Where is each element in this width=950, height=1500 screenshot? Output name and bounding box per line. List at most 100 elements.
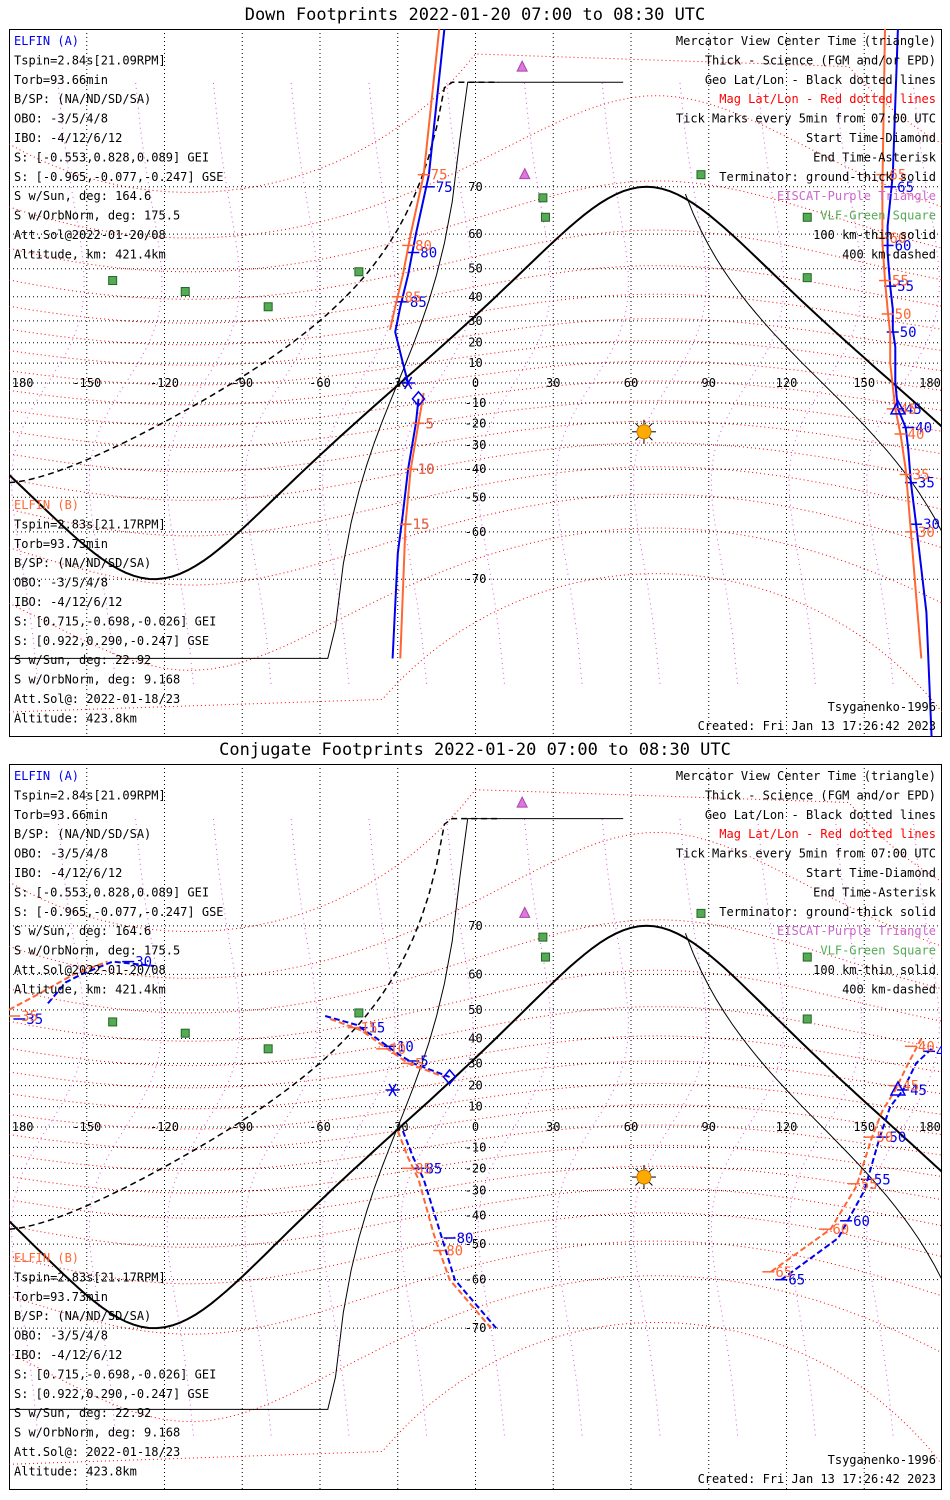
eiscat-triangle	[518, 167, 531, 180]
track-tick-label: 85	[415, 1161, 432, 1177]
footprint-track	[9, 960, 108, 1011]
track-tick-label: 50	[895, 307, 912, 323]
elfin-b-info-line: Tspin=2.83s[21.17RPM]	[14, 1270, 166, 1284]
elfin-a-info-line: S w/Sun, deg: 164.6	[14, 924, 151, 938]
terminator-400km	[9, 81, 499, 484]
lat-tick-label: -60	[465, 1273, 487, 1287]
track-tick-label: 50	[876, 1130, 893, 1146]
vlf-square	[696, 170, 706, 180]
track-tick-label: 60	[832, 1222, 849, 1238]
lon-tick-label: -60	[309, 1120, 331, 1134]
mag-lat-line	[9, 229, 942, 300]
elfin-b-info-line: OBO: -3/5/4/8	[14, 1329, 108, 1343]
vlf-square	[354, 267, 364, 277]
legend-entry: EISCAT-Purple Triangle	[777, 924, 936, 938]
lon-tick-label: 180	[919, 376, 941, 390]
lon-tick-label: -90	[231, 1120, 253, 1134]
track-tick-label: 85	[425, 1161, 442, 1177]
vlf-square	[802, 212, 812, 222]
track-tick-label: 65	[897, 180, 914, 196]
elfin-a-info-line: Torb=93.66min	[14, 808, 108, 822]
sun-icon	[636, 1169, 652, 1185]
mag-lon-line	[710, 82, 785, 684]
legend-entry: 100 km-thin solid	[813, 228, 936, 242]
mag-lat-line	[9, 1165, 942, 1219]
terminator-ground	[9, 924, 942, 1330]
track-tick-label: 60	[853, 1214, 870, 1230]
mag-lat-line	[9, 1240, 942, 1335]
elfin-a-info-line: Tspin=2.84s[21.09RPM]	[14, 788, 166, 802]
mag-lon-line	[866, 82, 940, 684]
vlf-square	[540, 212, 550, 222]
terminator-400km	[9, 817, 499, 1230]
track-tick-label: 35	[26, 1012, 43, 1028]
down-footprints-map: -180 -150 -120 -90 -60 -30 0 30 60 90 120 150 180 70 6…	[9, 29, 942, 737]
mag-lon-line	[399, 82, 474, 684]
track-tick-label: 30	[923, 517, 940, 533]
footprint-track	[396, 1130, 492, 1329]
terminator-100km-east	[684, 933, 942, 1280]
elfin-a-name: ELFIN (A)	[14, 769, 79, 783]
track-tick-label: 65	[775, 1265, 792, 1281]
elfin-b-name: ELFIN (B)	[14, 1251, 79, 1265]
elfin-a-info-line: IBO: -4/12/6/12	[14, 866, 122, 880]
lon-tick-label: -180	[9, 376, 33, 390]
track-tick-label: 35	[918, 476, 935, 492]
mag-lat-line	[9, 340, 942, 386]
track-tick-label: 10	[418, 462, 435, 478]
track-tick-label: 80	[420, 246, 437, 262]
legend-entry: Tick Marks every 5min from 07:00 UTC	[676, 847, 936, 861]
elfin-a-info-line: S: [-0.553,0.828,0.089] GEI	[14, 885, 209, 899]
lat-tick-label: 40	[468, 1032, 482, 1046]
elfin-a-info-line: Tspin=2.84s[21.09RPM]	[14, 53, 166, 67]
track-tick-label: 40	[915, 421, 932, 437]
track-tick-label: 75	[431, 168, 448, 184]
legend-entry: 400 km-dashed	[842, 982, 936, 996]
track-tick-label: 15	[413, 517, 430, 533]
vlf-square	[802, 1014, 812, 1024]
lat-tick-label: -20	[465, 1161, 487, 1175]
legend-entry: Mag Lat/Lon - Red dotted lines	[719, 92, 936, 106]
track-tick-label: 15	[413, 517, 430, 533]
track-tick-label: 10	[418, 462, 435, 478]
lat-tick-label: -60	[465, 525, 487, 539]
track-tick-label: 15	[368, 1021, 385, 1037]
elfin-a-info-line: S w/OrbNorm, deg: 175.5	[14, 944, 180, 958]
map-frame	[9, 29, 942, 737]
track-tick-label: 75	[436, 180, 453, 196]
lon-tick-label: -120	[150, 1120, 179, 1134]
lat-tick-label: 30	[468, 1056, 482, 1070]
lat-tick-label: 40	[468, 290, 482, 304]
lat-tick-label: -30	[465, 438, 487, 452]
lon-tick-label: 0	[472, 1120, 479, 1134]
lon-tick-label: -180	[9, 1120, 33, 1134]
mag-lat-line	[9, 293, 942, 346]
vlf-square	[108, 276, 118, 286]
legend-entry: Tick Marks every 5min from 07:00 UTC	[676, 112, 936, 126]
legend-entry: VLF-Green Square	[820, 209, 936, 223]
eiscat-triangle	[518, 906, 531, 918]
lon-tick-label: 30	[546, 376, 560, 390]
track-tick-label: 80	[457, 1231, 474, 1247]
elfin-b-info-line: Tspin=2.83s[21.17RPM]	[14, 517, 166, 531]
lat-tick-label: 70	[468, 180, 482, 194]
elfin-b-info-line: S w/OrbNorm, deg: 9.168	[14, 1426, 180, 1440]
vlf-square	[540, 952, 550, 962]
vlf-square	[263, 1044, 273, 1054]
mag-lat-line	[9, 1006, 942, 1067]
track-tick-label: 85	[410, 295, 427, 311]
lat-tick-label: 60	[468, 967, 482, 981]
lat-tick-label: -40	[465, 462, 487, 476]
track-tick-label: 10	[389, 1042, 406, 1058]
legend-entry: Geo Lat/Lon - Black dotted lines	[705, 73, 936, 87]
lon-tick-label: 60	[624, 376, 638, 390]
track-tick-label: 85	[405, 290, 422, 306]
lat-tick-label: 50	[468, 1003, 482, 1017]
track-tick-label: 5	[425, 416, 433, 432]
elfin-a-info-line: OBO: -3/5/4/8	[14, 847, 108, 861]
elfin-a-info-line: Altitude, km: 421.4km	[14, 247, 166, 261]
track-tick-label: 40	[908, 427, 925, 443]
lat-tick-label: 60	[468, 227, 482, 241]
elfin-b-info-line: IBO: -4/12/6/12	[14, 595, 122, 609]
track-tick-label: 55	[897, 279, 914, 295]
